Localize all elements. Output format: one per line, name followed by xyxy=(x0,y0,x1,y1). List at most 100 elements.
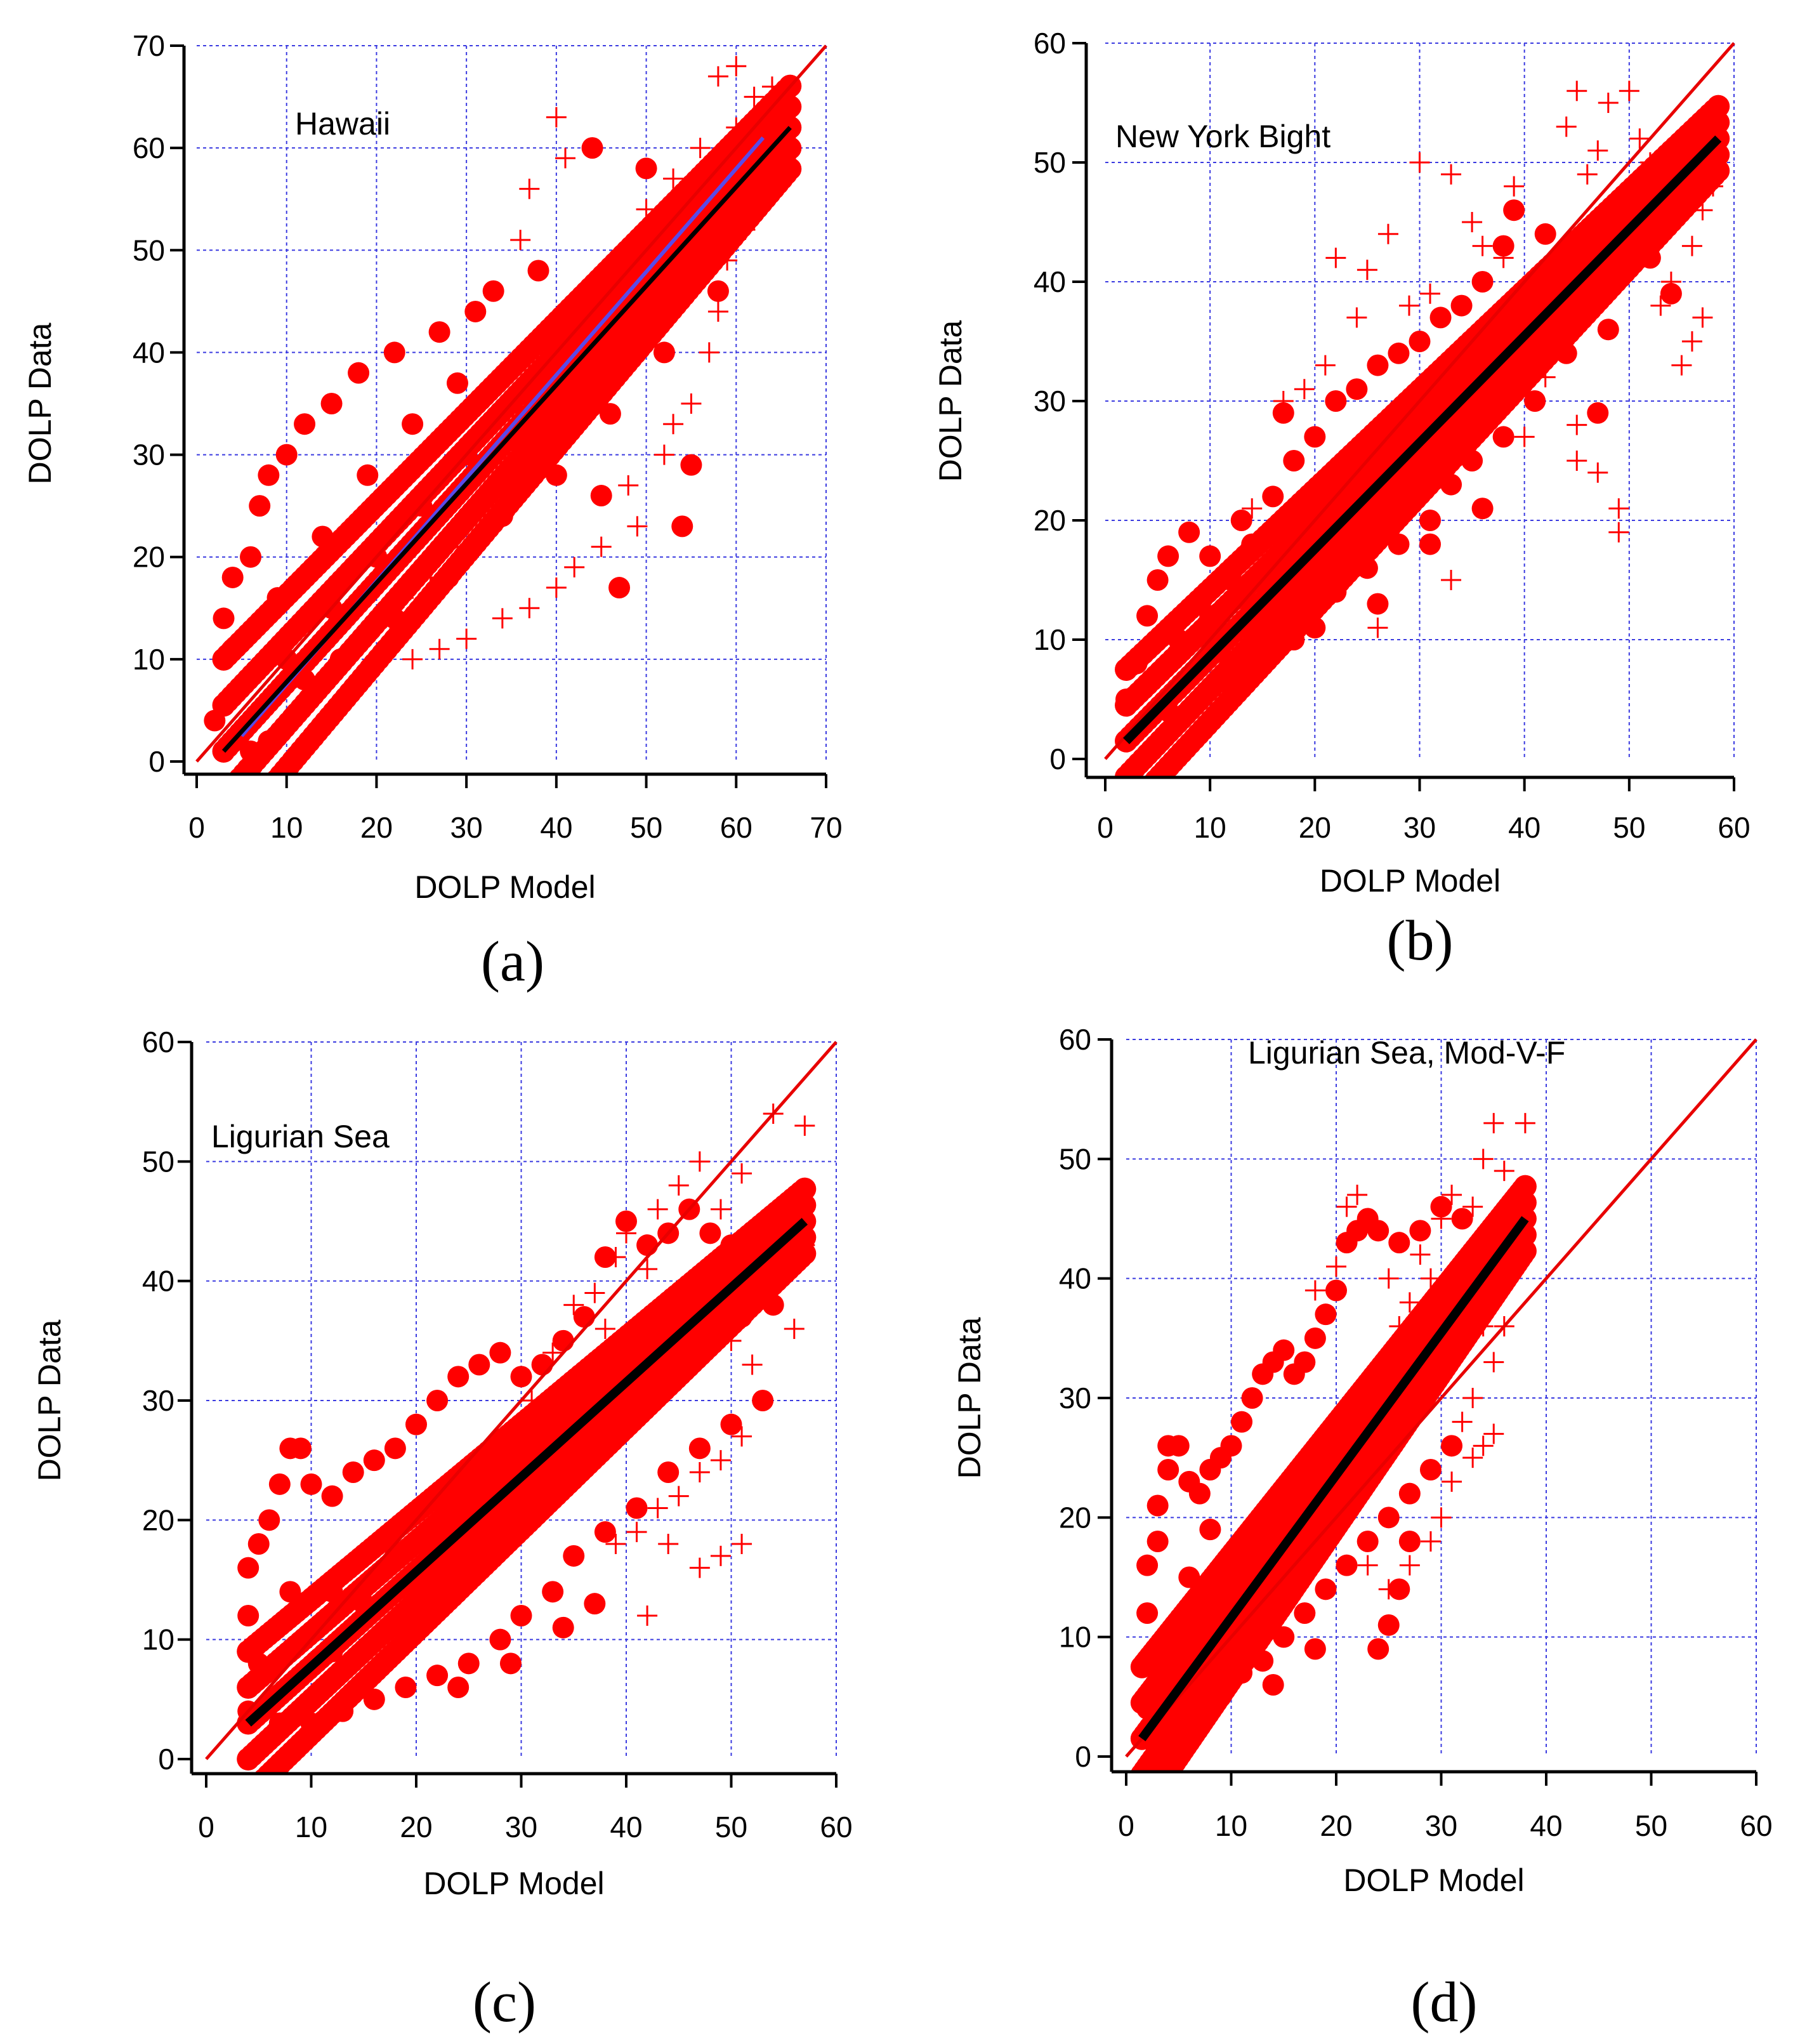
scatter-plus xyxy=(1556,116,1577,137)
y-tick-label: 20 xyxy=(133,541,165,574)
scatter-plus xyxy=(1441,164,1462,185)
scatter-point xyxy=(213,832,235,855)
y-tick-label: 50 xyxy=(142,1145,174,1178)
scatter-point xyxy=(426,1665,449,1687)
scatter-plus xyxy=(510,230,531,251)
scatter-point xyxy=(1127,788,1150,810)
scatter-plus xyxy=(1587,462,1608,483)
scatter-plus xyxy=(707,301,728,322)
scatter-plus xyxy=(668,1486,689,1507)
x-tick-label: 0 xyxy=(1097,811,1114,844)
x-tick-label: 20 xyxy=(400,1810,432,1843)
scatter-point xyxy=(237,1557,259,1579)
scatter-point xyxy=(233,808,256,831)
scatter-point xyxy=(320,393,343,414)
scatter-plus xyxy=(1472,235,1493,256)
y-axis-title: DOLP Data xyxy=(952,1317,987,1479)
scatter-plus xyxy=(492,608,513,629)
x-axis-title: DOLP Model xyxy=(1343,1863,1524,1898)
scatter-point xyxy=(1133,1795,1156,1817)
scatter-point xyxy=(1367,1638,1389,1660)
scatter-plus xyxy=(429,638,450,659)
scatter-plus xyxy=(654,444,674,465)
scatter-point xyxy=(552,1616,574,1638)
scatter-plus xyxy=(1629,128,1650,149)
scatter-point xyxy=(707,280,729,302)
x-tick-label: 60 xyxy=(1740,1809,1772,1842)
scatter-plus xyxy=(564,557,585,577)
scatter-point xyxy=(213,607,235,630)
scatter-plus xyxy=(1441,570,1462,590)
scatter-point xyxy=(1123,792,1146,815)
y-tick-label: 30 xyxy=(133,438,165,471)
x-tick-label: 20 xyxy=(1320,1809,1352,1842)
scatter-plus xyxy=(1681,331,1702,352)
scatter-point xyxy=(289,1437,312,1460)
scatter-plus xyxy=(1368,1220,1389,1241)
scatter-point xyxy=(1419,533,1442,555)
line-1-1-line xyxy=(195,44,827,763)
scatter-plus xyxy=(1378,1268,1399,1289)
scatter-point xyxy=(402,413,424,435)
scatter-plus xyxy=(605,1534,626,1554)
scatter-point xyxy=(1146,1494,1169,1517)
x-tick-label: 40 xyxy=(1508,811,1541,844)
scatter-plus xyxy=(546,577,567,598)
x-tick-label: 10 xyxy=(270,811,303,844)
scatter-point xyxy=(1178,521,1200,543)
scatter-plus xyxy=(663,168,684,189)
scatter-point xyxy=(1315,1578,1337,1600)
scatter-point xyxy=(793,1177,817,1201)
scatter-point xyxy=(1398,1531,1421,1552)
scatter-point xyxy=(1132,782,1155,805)
y-tick-label: 60 xyxy=(142,1025,174,1058)
scatter-plus xyxy=(710,1199,731,1220)
scatter-point xyxy=(225,817,247,840)
scatter-point xyxy=(357,464,379,486)
scatter-point xyxy=(573,1306,595,1328)
scatter-plus xyxy=(668,1175,689,1196)
scatter-point xyxy=(615,1210,637,1232)
scatter-plus xyxy=(1273,391,1294,411)
scatter-plus xyxy=(1598,93,1619,113)
scatter-plus xyxy=(732,1426,752,1447)
scatter-point xyxy=(1409,1220,1431,1242)
scatter-plus xyxy=(1567,414,1587,435)
scatter-point xyxy=(594,1521,616,1543)
data-marks xyxy=(1115,81,1730,819)
x-tick-label: 60 xyxy=(720,811,752,844)
x-tick-label: 50 xyxy=(630,811,662,844)
scatter-plus xyxy=(542,1342,563,1363)
scatter-plus xyxy=(1493,247,1514,268)
scatter-point xyxy=(1597,319,1619,341)
scatter-point xyxy=(468,1354,490,1376)
panel-title: New York Bight xyxy=(1115,119,1330,154)
scatter-point xyxy=(499,1652,522,1675)
line-1-1-line xyxy=(1125,1038,1757,1758)
panel-a: 0 10 20 30 40 50 60 70 0 10 20 30 40 50 60 70 DOLP Model… xyxy=(22,29,843,993)
y-tick-label: 30 xyxy=(142,1384,174,1417)
scatter-point xyxy=(1377,1507,1400,1529)
x-tick-label: 20 xyxy=(360,811,393,844)
scatter-plus xyxy=(1462,212,1483,232)
scatter-plus xyxy=(707,66,728,87)
scatter-point xyxy=(1429,307,1452,329)
panel-title: Ligurian Sea xyxy=(211,1119,390,1154)
scatter-point xyxy=(671,515,693,537)
scatter-plus xyxy=(1608,498,1629,519)
scatter-plus xyxy=(1608,522,1629,543)
scatter-plus xyxy=(402,649,423,669)
scatter-point xyxy=(489,1628,511,1651)
scatter-point xyxy=(1660,282,1682,305)
scatter-point xyxy=(482,280,504,302)
scatter-plus xyxy=(1483,1352,1504,1373)
scatter-point xyxy=(1451,1208,1473,1230)
scatter-point xyxy=(635,157,657,180)
x-tick-label: 50 xyxy=(1635,1809,1667,1842)
scatter-point xyxy=(1304,1638,1326,1660)
scatter-plus xyxy=(1399,1555,1420,1576)
scatter-point xyxy=(321,1485,343,1507)
scatter-point xyxy=(1119,796,1142,819)
scatter-point xyxy=(253,783,276,806)
scatter-point xyxy=(1136,1554,1159,1576)
